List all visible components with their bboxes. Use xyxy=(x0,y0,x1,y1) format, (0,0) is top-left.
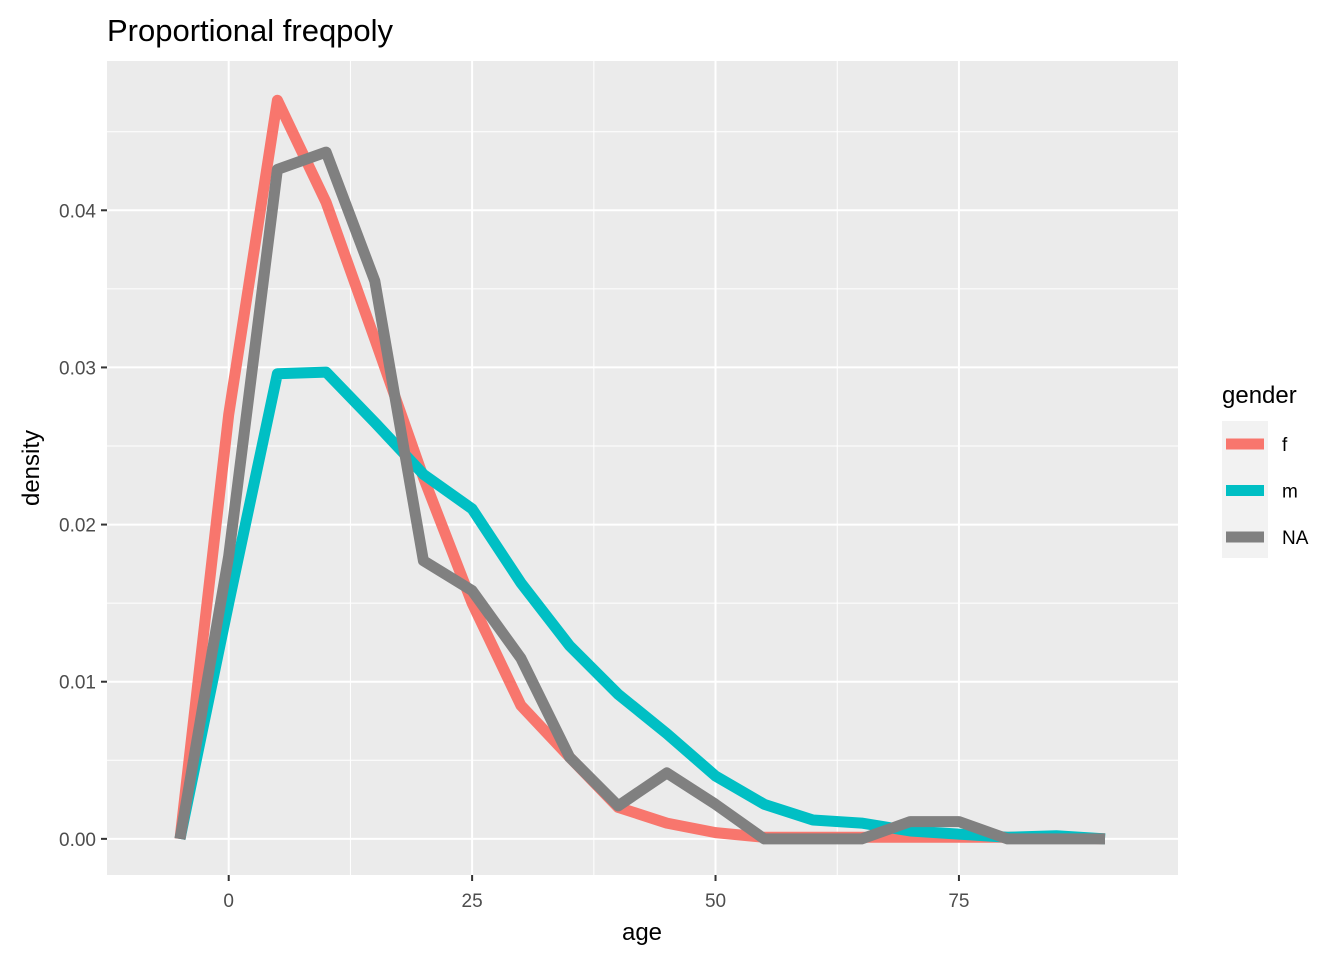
x-axis-title: age xyxy=(622,919,662,946)
chart-title: Proportional freqpoly xyxy=(107,13,394,48)
x-tick-label: 50 xyxy=(705,891,726,912)
legend-title: gender xyxy=(1222,382,1297,409)
x-axis: 0 25 50 75 xyxy=(223,875,970,912)
y-tick-label: 0.00 xyxy=(59,830,96,851)
x-tick-label: 25 xyxy=(462,891,483,912)
series-lines xyxy=(174,94,1106,845)
legend-label-na: NA xyxy=(1282,528,1309,549)
legend-label-f: f xyxy=(1282,435,1288,456)
y-tick-label: 0.01 xyxy=(59,673,96,694)
x-tick-label: 75 xyxy=(948,891,969,912)
series-line-na xyxy=(174,146,1105,845)
grid-major xyxy=(107,61,1178,875)
plot-panel xyxy=(107,61,1178,875)
y-tick-label: 0.03 xyxy=(59,358,96,379)
legend-label-m: m xyxy=(1282,482,1298,503)
series-line-m xyxy=(174,366,1106,845)
x-tick-label: 0 xyxy=(223,891,234,912)
grid-minor xyxy=(107,61,1178,875)
y-tick-label: 0.02 xyxy=(59,516,96,537)
y-tick-label: 0.04 xyxy=(59,201,96,222)
y-axis-title: density xyxy=(18,430,45,506)
legend: gender f m NA xyxy=(1222,382,1309,558)
y-axis: 0.00 0.01 0.02 0.03 0.04 xyxy=(59,201,107,851)
